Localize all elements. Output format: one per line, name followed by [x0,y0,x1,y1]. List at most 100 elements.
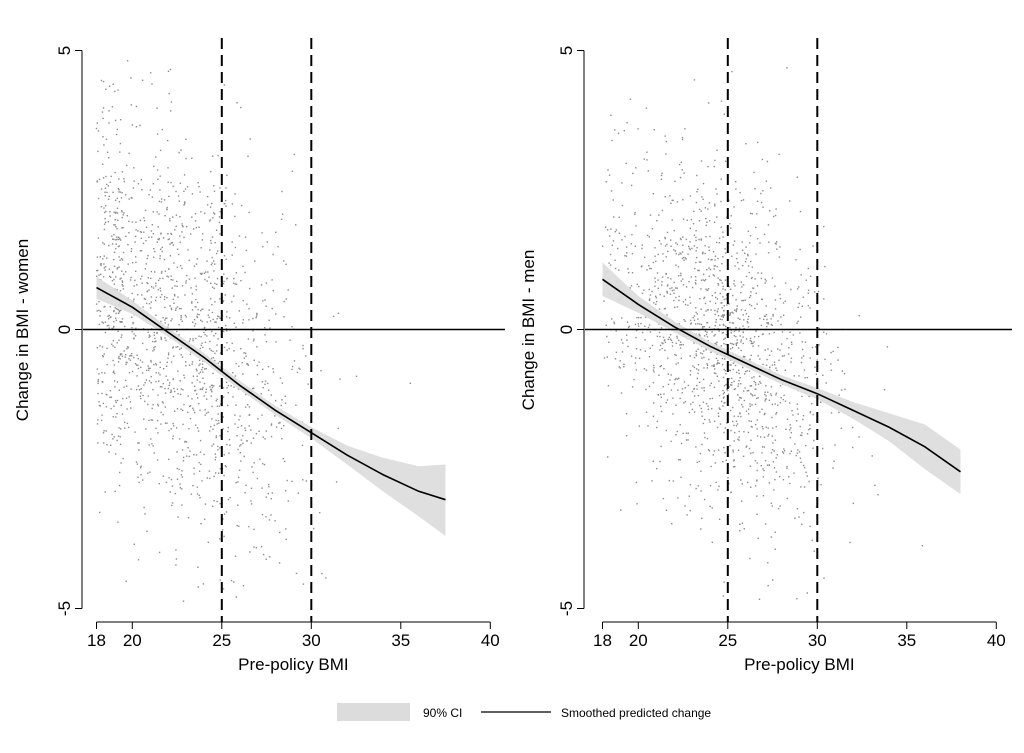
scatter-point [237,388,240,390]
scatter-point [102,258,104,260]
scatter-point [733,460,735,462]
scatter-point [680,476,682,478]
scatter-point [205,329,207,331]
scatter-point [756,213,758,215]
scatter-point [717,412,720,414]
scatter-point [750,385,752,387]
scatter-point [779,402,782,404]
scatter-point [287,289,289,291]
scatter-point [168,477,170,479]
scatter-point [103,263,105,265]
scatter-point [118,178,120,180]
scatter-point [170,389,172,391]
scatter-point [134,431,136,433]
scatter-point [780,397,782,399]
scatter-point [183,204,185,206]
scatter-point [202,371,204,373]
scatter-point [693,79,696,81]
scatter-point [119,310,121,312]
scatter-point [179,182,182,184]
scatter-point [126,60,129,62]
scatter-point [129,401,132,403]
scatter-point [201,480,203,482]
scatter-point [822,374,824,376]
scatter-point [206,204,209,206]
scatter-point [99,511,101,514]
scatter-point [697,323,699,325]
scatter-point [210,282,212,284]
scatter-point [751,377,753,379]
scatter-point [116,439,118,442]
scatter-point [128,220,130,222]
scatter-point [223,535,225,538]
scatter-point [176,248,179,250]
scatter-point [282,213,284,215]
scatter-point [695,350,697,352]
scatter-point [705,310,707,312]
scatter-point [771,364,774,366]
scatter-point [134,335,137,337]
scatter-point [728,285,730,288]
scatter-point [187,517,190,519]
scatter-point [670,339,673,341]
scatter-point [104,221,107,223]
scatter-point [302,583,305,585]
scatter-point [112,359,114,362]
scatter-point [752,345,754,347]
scatter-point [170,428,172,430]
scatter-point [770,350,773,352]
scatter-point [806,475,808,477]
scatter-point [709,421,711,423]
scatter-point [789,331,791,333]
scatter-point [708,202,711,204]
scatter-point [203,331,205,334]
scatter-point [166,365,168,367]
scatter-point [686,514,688,516]
scatter-point [155,340,157,342]
scatter-point [635,167,637,169]
scatter-point [764,400,766,402]
scatter-point [121,280,123,282]
scatter-point [176,285,178,287]
scatter-point [160,201,163,203]
scatter-point [181,470,183,472]
scatter-point [112,83,114,85]
scatter-point [722,323,724,326]
scatter-point [289,339,291,341]
scatter-point [762,190,764,192]
scatter-point [676,430,678,433]
scatter-point [716,363,718,365]
scatter-point [680,344,682,346]
scatter-point [157,403,159,406]
scatter-point [720,200,722,203]
scatter-point [127,426,130,429]
scatter-point [738,330,740,332]
scatter-point [707,340,709,342]
scatter-point [707,405,709,407]
scatter-point [113,234,115,236]
scatter-point [770,502,773,504]
scatter-point [206,477,208,479]
scatter-point [618,216,620,218]
scatter-point [708,450,711,452]
scatter-point [741,522,744,524]
scatter-point [112,238,114,240]
scatter-point [760,272,763,274]
scatter-point [783,355,785,357]
scatter-point [118,191,120,193]
scatter-point [103,267,105,269]
scatter-point [211,418,213,420]
scatter-point [682,278,684,280]
scatter-point [649,347,651,349]
scatter-point [229,317,231,319]
scatter-point [96,275,98,277]
scatter-point [133,167,135,169]
scatter-point [146,348,148,351]
scatter-point [245,484,247,486]
scatter-point [211,262,213,264]
scatter-point [235,481,237,484]
scatter-point [291,326,293,328]
scatter-point [177,296,179,298]
scatter-point [244,236,247,238]
scatter-point [732,244,735,246]
